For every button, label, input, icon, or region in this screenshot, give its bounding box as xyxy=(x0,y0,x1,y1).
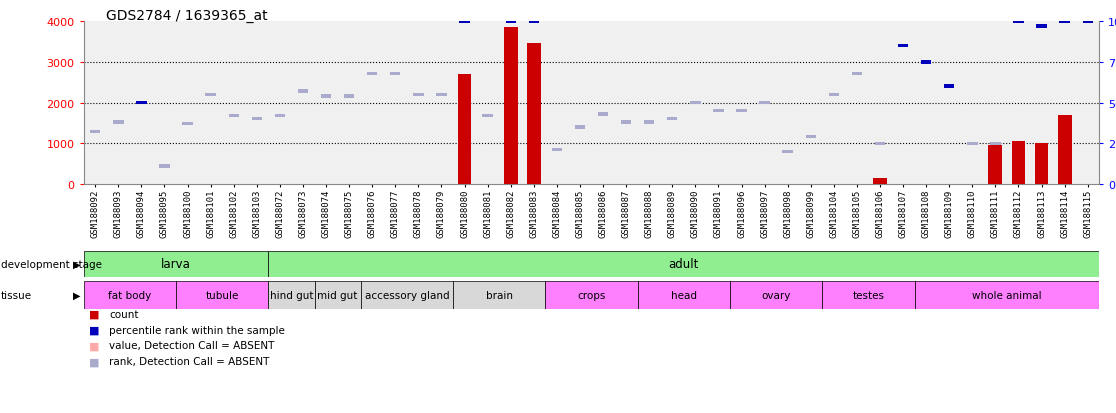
Bar xyxy=(482,115,493,118)
Bar xyxy=(990,142,1001,145)
Bar xyxy=(852,72,862,76)
Bar xyxy=(730,281,822,309)
Text: percentile rank within the sample: percentile rank within the sample xyxy=(109,325,286,335)
Bar xyxy=(529,20,539,24)
Text: head: head xyxy=(671,290,696,300)
Text: count: count xyxy=(109,309,138,319)
Bar xyxy=(344,95,354,98)
Bar xyxy=(527,44,540,185)
Bar xyxy=(1013,20,1023,24)
Bar xyxy=(759,102,770,105)
Bar xyxy=(921,61,932,64)
Text: larva: larva xyxy=(161,258,191,271)
Bar xyxy=(575,126,585,129)
Bar xyxy=(1083,20,1093,24)
Text: brain: brain xyxy=(485,290,512,300)
Bar xyxy=(268,281,315,309)
Text: ▶: ▶ xyxy=(73,259,80,269)
Bar xyxy=(829,93,839,97)
Text: crops: crops xyxy=(577,290,606,300)
Text: ■: ■ xyxy=(89,325,99,335)
Bar xyxy=(1011,142,1026,185)
Bar xyxy=(782,150,792,154)
Text: ovary: ovary xyxy=(761,290,791,300)
Text: GDS2784 / 1639365_at: GDS2784 / 1639365_at xyxy=(106,9,268,23)
Bar xyxy=(620,121,632,124)
Bar xyxy=(873,178,887,185)
Bar xyxy=(944,85,954,89)
Bar xyxy=(503,28,518,185)
Bar xyxy=(460,20,470,24)
Bar xyxy=(251,118,262,121)
Bar xyxy=(268,252,1099,277)
Bar xyxy=(989,146,1002,185)
Text: adult: adult xyxy=(668,258,699,271)
Bar xyxy=(315,281,360,309)
Bar xyxy=(551,149,562,152)
Bar xyxy=(360,281,453,309)
Bar xyxy=(644,121,654,124)
Bar xyxy=(413,93,424,97)
Bar xyxy=(546,281,637,309)
Text: tissue: tissue xyxy=(1,290,32,300)
Bar xyxy=(1035,144,1048,185)
Bar xyxy=(915,281,1099,309)
Bar xyxy=(637,281,730,309)
Text: whole animal: whole animal xyxy=(972,290,1041,300)
Text: value, Detection Call = ABSENT: value, Detection Call = ABSENT xyxy=(109,341,275,351)
Bar xyxy=(321,95,331,98)
Bar xyxy=(968,142,978,145)
Bar xyxy=(458,75,471,185)
Bar xyxy=(176,281,268,309)
Bar xyxy=(275,115,285,118)
Bar xyxy=(436,93,446,97)
Bar xyxy=(84,252,268,277)
Text: fat body: fat body xyxy=(108,290,152,300)
Text: tubule: tubule xyxy=(205,290,239,300)
Bar xyxy=(737,110,747,113)
Bar xyxy=(667,118,677,121)
Bar xyxy=(391,72,401,76)
Text: development stage: development stage xyxy=(1,259,103,269)
Text: ▶: ▶ xyxy=(73,290,80,300)
Bar xyxy=(713,110,723,113)
Bar xyxy=(1059,20,1070,24)
Bar xyxy=(875,142,885,145)
Bar xyxy=(690,102,701,105)
Bar xyxy=(898,45,908,48)
Text: ■: ■ xyxy=(89,356,99,366)
Bar xyxy=(205,93,215,97)
Text: mid gut: mid gut xyxy=(317,290,358,300)
Text: accessory gland: accessory gland xyxy=(365,290,449,300)
Text: ■: ■ xyxy=(89,341,99,351)
Bar xyxy=(84,281,176,309)
Bar xyxy=(136,102,146,105)
Text: ■: ■ xyxy=(89,309,99,319)
Bar xyxy=(90,131,100,134)
Bar xyxy=(453,281,546,309)
Bar xyxy=(806,136,816,139)
Bar xyxy=(182,123,193,126)
Text: testes: testes xyxy=(853,290,885,300)
Bar xyxy=(298,90,308,93)
Bar xyxy=(1058,116,1071,185)
Bar xyxy=(1037,25,1047,28)
Bar xyxy=(113,121,124,124)
Bar xyxy=(822,281,915,309)
Bar xyxy=(229,115,239,118)
Bar xyxy=(367,72,377,76)
Bar xyxy=(160,165,170,168)
Bar xyxy=(506,20,516,24)
Text: hind gut: hind gut xyxy=(270,290,314,300)
Text: rank, Detection Call = ABSENT: rank, Detection Call = ABSENT xyxy=(109,356,270,366)
Bar xyxy=(598,113,608,116)
